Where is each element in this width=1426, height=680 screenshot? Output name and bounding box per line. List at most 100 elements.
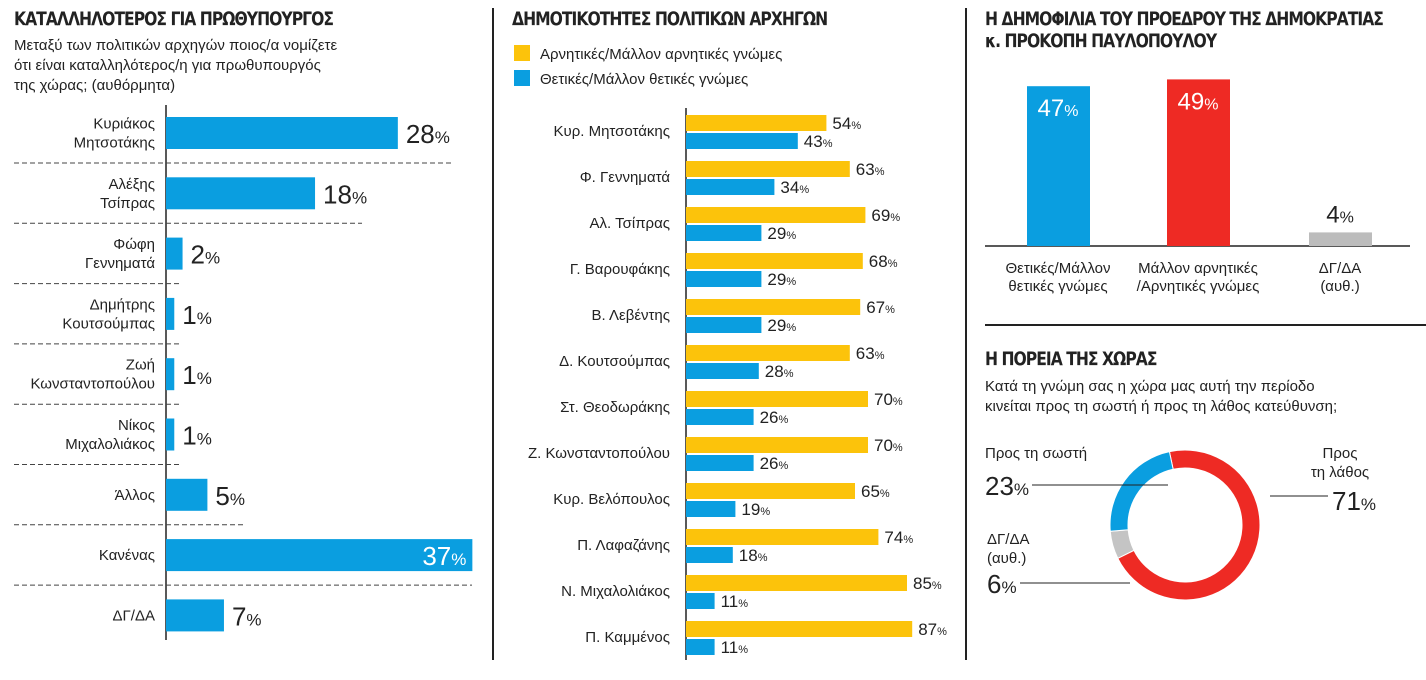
category-label: Κουτσούμπας — [62, 315, 155, 332]
legend-label: Θετικές/Μάλλον θετικές γνώμες — [540, 71, 748, 88]
bar — [686, 133, 798, 149]
bar — [686, 483, 855, 499]
category-label: ΔΓ/ΔΑ — [1319, 260, 1361, 277]
value-label: 70% — [874, 436, 903, 455]
chart1-title: ΚΑΤΑΛΛΗΛΟΤΕΡΟΣ ΓΙΑ ΠΡΩΘΥΠΟΥΡΓΟΣ — [14, 8, 334, 30]
category-label: Φώφη — [113, 236, 155, 253]
bar — [686, 271, 762, 287]
category-label: Μάλλον αρνητικές — [1138, 260, 1258, 277]
value-label: 85% — [913, 574, 942, 593]
bar — [686, 161, 850, 177]
value-label: 26% — [760, 408, 789, 427]
divider — [965, 8, 967, 660]
value-label: 1% — [182, 421, 212, 451]
bar — [686, 345, 850, 361]
title-line: κ. ΠΡΟΚΟΠΗ ΠΑΥΛΟΠΟΥΛΟΥ — [985, 30, 1217, 52]
bar — [686, 207, 866, 223]
donut-slice — [1117, 449, 1261, 601]
value-label: 29% — [767, 224, 796, 243]
bar — [686, 593, 715, 609]
value-label: 19% — [741, 500, 770, 519]
value-label: 47% — [1038, 95, 1079, 122]
category-label: Θετικές/Μάλλον — [1006, 260, 1111, 277]
bar — [686, 363, 759, 379]
category-label: Μητσοτάκης — [74, 135, 155, 152]
category-label: Π. Λαφαζάνης — [577, 537, 670, 554]
value-label: 87% — [918, 620, 947, 639]
slice-label: (αυθ.) — [987, 550, 1026, 567]
slice-label: τη λάθος — [1311, 464, 1369, 481]
value-label: 2% — [191, 240, 221, 270]
chart4-subtitle: Κατά τη γνώμη σας η χώρα μας αυτή την πε… — [985, 377, 1337, 417]
value-label: 11% — [721, 592, 749, 611]
category-label: Κωνσταντοπούλου — [30, 376, 155, 393]
value-label: 43% — [804, 132, 833, 151]
chart3-title: Η ΔΗΜΟΦΙΛΙΑ ΤΟΥ ΠΡΟΕΔΡΟΥ ΤΗΣ ΔΗΜΟΚΡΑΤΙΑΣ… — [985, 8, 1384, 52]
value-label: 1% — [182, 300, 212, 330]
subtitle-line: της χώρας; (αυθόρμητα) — [14, 77, 176, 94]
bar — [166, 177, 316, 210]
value-label: 26% — [760, 454, 789, 473]
value-label: 5% — [215, 481, 245, 511]
bar — [686, 639, 715, 655]
category-label: Κυρ. Βελόπουλος — [553, 491, 670, 508]
title-line: Η ΔΗΜΟΦΙΛΙΑ ΤΟΥ ΠΡΟΕΔΡΟΥ ΤΗΣ ΔΗΜΟΚΡΑΤΙΑΣ — [985, 8, 1384, 30]
value-label: 4% — [1326, 201, 1354, 228]
bar — [1309, 232, 1372, 246]
bar — [686, 299, 861, 315]
divider — [492, 8, 494, 660]
category-label: (αυθ.) — [1320, 278, 1359, 295]
category-label: Ζωή — [126, 357, 155, 374]
bar — [686, 455, 754, 471]
category-label: Δημήτρης — [90, 296, 155, 313]
slice-label: Προς — [1323, 445, 1358, 462]
value-label: 74% — [884, 528, 913, 547]
value-label: 18% — [323, 179, 367, 209]
legend-swatch — [514, 70, 530, 86]
category-label: Κυριάκος — [93, 116, 155, 133]
value-label: 28% — [406, 119, 450, 149]
value-label: 67% — [866, 298, 895, 317]
divider — [985, 324, 1426, 326]
bar — [686, 529, 879, 545]
bar — [686, 621, 913, 637]
bar — [686, 179, 775, 195]
subtitle-line: Μεταξύ των πολιτικών αρχηγών ποιος/α νομ… — [14, 37, 338, 54]
category-label: Άλλος — [115, 487, 155, 504]
value-label: 29% — [767, 270, 796, 289]
subtitle-line: ότι είναι καταλληλότερος/η για πρωθυπουρ… — [14, 57, 321, 74]
subtitle-line: Κατά τη γνώμη σας η χώρα μας αυτή την πε… — [985, 378, 1315, 395]
bar — [686, 391, 868, 407]
bar — [686, 501, 736, 517]
category-label: Αλ. Τσίπρας — [590, 215, 670, 232]
category-label: Π. Καμμένος — [585, 629, 670, 646]
value-label: 54% — [832, 114, 861, 133]
value-label: 7% — [232, 601, 262, 631]
value-label: 34% — [780, 178, 809, 197]
category-label: Δ. Κουτσούμπας — [559, 353, 670, 370]
category-label: Τσίπρας — [100, 195, 155, 212]
bar — [166, 297, 175, 330]
value-label: 70% — [874, 390, 903, 409]
bar — [686, 437, 868, 453]
bar — [166, 237, 183, 270]
legend-label: Αρνητικές/Μάλλον αρνητικές γνώμες — [540, 46, 782, 63]
value-label: 28% — [765, 362, 794, 381]
slice-label: ΔΓ/ΔΑ — [987, 531, 1029, 548]
bar — [166, 117, 398, 149]
category-label: Αλέξης — [109, 176, 155, 193]
category-label: Κανένας — [99, 547, 155, 564]
category-label: Μιχαλολιάκος — [65, 436, 155, 453]
category-label: Β. Λεβέντης — [591, 307, 670, 324]
category-label: Γεννηματά — [85, 255, 155, 272]
category-label: Ν. Μιχαλολιάκος — [561, 583, 670, 600]
slice-value: 23% — [985, 471, 1029, 501]
subtitle-line: κινείται προς τη σωστή ή προς τη λάθος κ… — [985, 398, 1338, 415]
category-label: Στ. Θεοδωράκης — [560, 399, 670, 416]
legend-swatch — [514, 45, 530, 61]
bar — [686, 575, 907, 591]
category-label: Φ. Γεννηματά — [580, 169, 671, 186]
category-label: Κυρ. Μητσοτάκης — [554, 123, 670, 140]
bar — [1027, 86, 1090, 246]
